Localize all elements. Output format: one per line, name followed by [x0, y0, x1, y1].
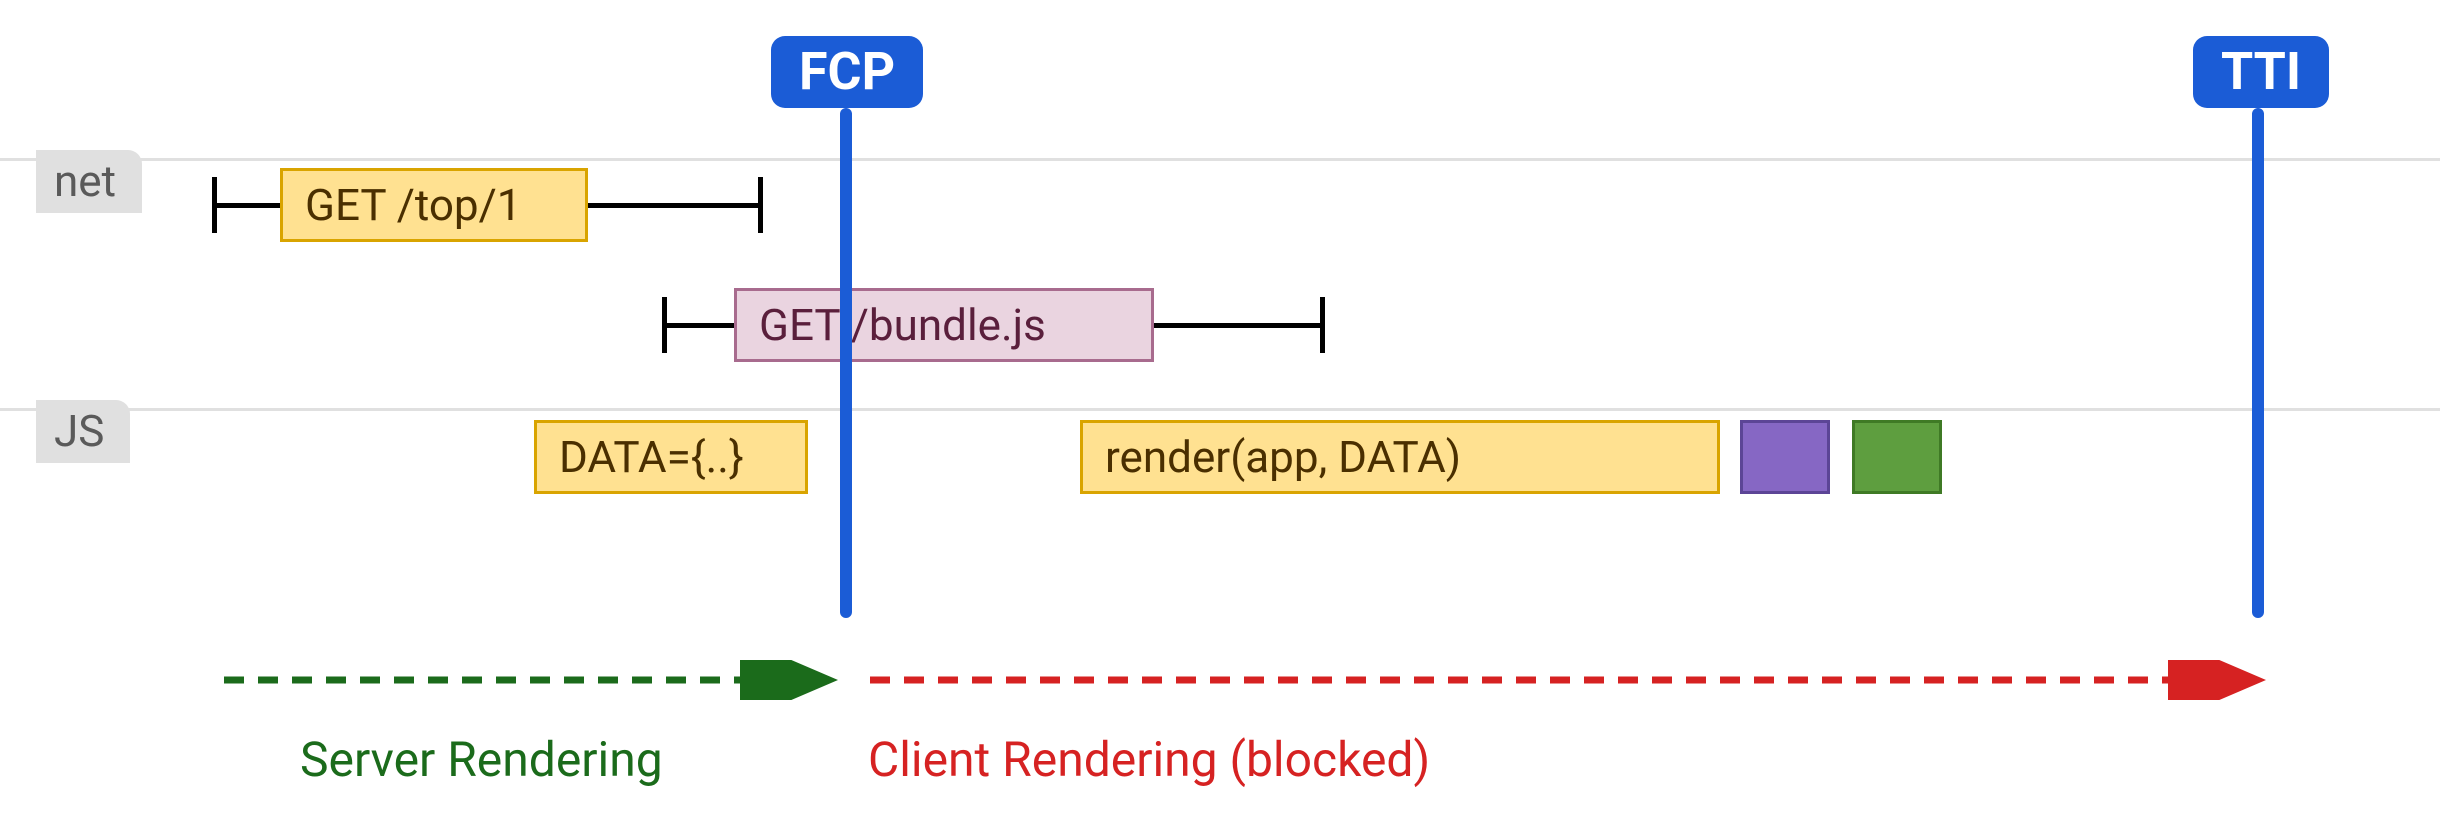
get-top-1-whisker-start-cap: [212, 177, 217, 233]
js-lane-label: JS: [36, 400, 130, 463]
get-top-1-whisker-end-cap: [758, 177, 763, 233]
js-lane-gridline: [0, 408, 2440, 411]
get-top-1-task: GET /top/1: [280, 168, 588, 242]
get-bundle-whisker-end-cap: [1320, 297, 1325, 353]
server-label: Server Rendering: [300, 736, 663, 784]
server-arrow: [224, 660, 846, 700]
fcp-marker-line: [840, 108, 852, 618]
js-green-block: [1852, 420, 1942, 494]
get-bundle-whisker-start-cap: [662, 297, 667, 353]
js-purple-block: [1740, 420, 1830, 494]
client-label: Client Rendering (blocked): [868, 736, 1430, 784]
tti-marker-label: TTI: [2193, 36, 2329, 108]
tti-marker-line: [2252, 108, 2264, 618]
js-data-literal: DATA={..}: [534, 420, 808, 494]
timeline-diagram: net JS GET /top/1 GET /bundle.js DATA={..} re…: [0, 0, 2440, 824]
fcp-marker-label: FCP: [771, 36, 923, 108]
js-render-call: render(app, DATA): [1080, 420, 1720, 494]
net-lane-gridline: [0, 158, 2440, 161]
get-bundle-task: GET /bundle.js: [734, 288, 1154, 362]
net-lane-label: net: [36, 150, 142, 213]
client-arrow: [870, 660, 2274, 700]
